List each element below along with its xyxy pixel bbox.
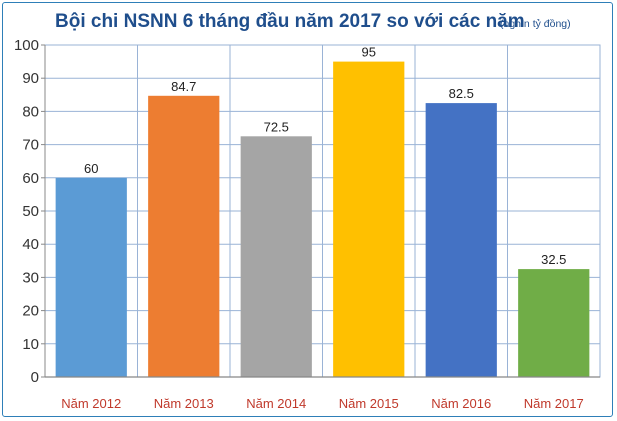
bar[interactable] [148, 95, 220, 378]
data-label: 72.5 [264, 119, 289, 134]
data-label: 95 [362, 45, 376, 60]
bar[interactable] [518, 269, 590, 377]
x-tick-label: Năm 2014 [246, 396, 306, 411]
y-tick-label: 10 [22, 336, 39, 353]
y-tick-label: 20 [22, 303, 39, 320]
chart-title: Bội chi NSNN 6 tháng đầu năm 2017 so với… [55, 11, 525, 32]
data-label: 32.5 [541, 252, 566, 267]
y-tick-label: 100 [14, 37, 39, 54]
bar[interactable] [333, 61, 405, 377]
chart-subtitle: (nghìn tỷ đồng) [500, 18, 571, 30]
x-tick-label: Năm 2013 [154, 396, 214, 411]
grid-lines [44, 44, 601, 378]
bar[interactable] [240, 136, 312, 377]
y-tick-label: 80 [22, 103, 39, 120]
data-label: 60 [84, 161, 98, 176]
y-tick-label: 30 [22, 269, 39, 286]
axes: 0 10 20 30 40 50 60 70 80 90 100 Năm 2012 Năm 2013 Nă… [14, 37, 600, 411]
x-tick-label: Năm 2017 [524, 396, 584, 411]
x-tick-label: Năm 2016 [431, 396, 491, 411]
data-label: 82.5 [449, 86, 474, 101]
y-tick-label: 60 [22, 170, 39, 187]
data-label: 84.7 [171, 79, 196, 94]
bars: 60 84.7 72.5 95 82.5 32.5 [55, 45, 590, 378]
bar[interactable] [55, 177, 127, 377]
y-tick-label: 50 [22, 203, 39, 220]
bar[interactable] [425, 103, 497, 377]
y-tick-label: 70 [22, 137, 39, 154]
x-tick-label: Năm 2012 [61, 396, 121, 411]
y-tick-label: 40 [22, 236, 39, 253]
y-tick-label: 0 [31, 369, 39, 386]
y-tick-label: 90 [22, 70, 39, 87]
x-tick-label: Năm 2015 [339, 396, 399, 411]
